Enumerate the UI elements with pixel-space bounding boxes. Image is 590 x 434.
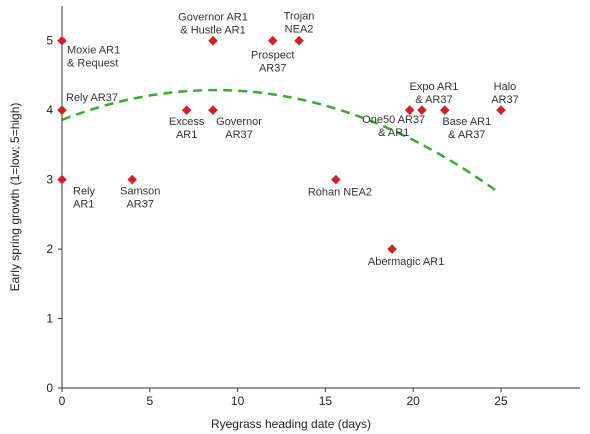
data-point-label-line: AR1 [176,129,197,141]
data-point-label-line: AR37 [491,94,519,106]
data-point-marker [208,35,218,46]
data-point-label-line: AR1 [73,199,94,211]
data-point-label-line: Expo AR1 [410,81,459,93]
data-point-label-line: Moxie AR1 [67,45,120,57]
data-point-label: Governor AR1 & Hustle AR1 [178,12,248,37]
data-point-label-line: Prospect [251,50,294,62]
data-point-marker [439,105,450,115]
data-point-label-line: Rohan NEA2 [308,187,372,199]
data-point-label-line: Rely AR37 [66,92,118,104]
data-point-label-line: Rely [73,186,96,198]
data-point-label-line: Samson [120,186,160,198]
data-point-label: Expo AR1 & AR37 [410,81,459,106]
y-tick-label: 0 [46,381,53,395]
x-axis-title: Ryegrass heading date (days) [211,417,371,431]
data-point-label: Prospect AR37 [251,50,294,75]
y-tick-label: 3 [46,173,53,187]
x-tick-label: 25 [494,394,508,408]
trend-layer [61,88,499,193]
y-tick-label: 2 [46,242,53,256]
data-point-label: Governor AR37 [216,116,262,141]
axes [61,6,580,389]
x-tick-label: 5 [146,394,153,408]
y-axis-title: Early spring growth (1=low; 5=high) [8,103,22,292]
data-point-label-line: Excess [169,116,205,128]
data-point-label: Rely AR1 [73,186,96,211]
data-point-label-line: Governor AR1 [178,12,248,24]
data-point-label: Excess AR1 [169,116,205,141]
data-point-label-line: Abermagic AR1 [368,256,444,268]
data-point-label-line: Governor [216,116,262,128]
data-point-label: Samson AR37 [120,186,160,211]
data-point-label-line: & AR37 [415,94,452,106]
data-point-label-line: & Request [67,58,118,70]
data-point-marker [267,35,278,46]
data-point-marker [417,105,427,115]
data-point-label: Base AR1 & AR37 [442,116,491,141]
y-tick-label: 4 [46,103,53,117]
data-point-marker [404,105,415,115]
data-point-marker [127,174,138,185]
data-point-label-line: Trojan [284,11,315,23]
data-point-label: Abermagic AR1 [368,256,444,268]
data-point-marker [331,174,341,185]
data-point-label-line: AR37 [126,199,154,211]
data-point-marker [57,35,67,46]
trend-line [61,88,499,193]
data-point-marker [496,105,506,115]
data-point-label-line: NEA2 [285,24,314,36]
data-point-label: One50 AR37 & AR1 [362,114,425,139]
data-point-label: Rohan NEA2 [308,187,372,199]
data-point-label-line: & AR37 [448,129,485,141]
x-tick-label: 20 [407,394,421,408]
data-point-label: Rely AR37 [66,92,118,104]
data-point-marker [294,35,304,46]
data-point-label: Halo AR37 [491,81,519,106]
data-point-label-line: One50 AR37 [362,114,425,126]
data-point-label-line: AR37 [259,63,287,75]
data-point-marker [387,244,397,254]
y-tick-label: 1 [46,312,53,326]
data-point-label-line: Base AR1 [442,116,491,128]
data-point-label-line: AR37 [225,129,253,141]
data-point-label-line: & AR1 [378,127,409,139]
data-point-marker [57,174,67,185]
x-tick-label: 0 [59,394,66,408]
data-point-label: Moxie AR1 & Request [67,45,120,70]
y-tick-label: 5 [46,34,53,48]
x-tick-label: 15 [319,394,333,408]
x-tick-label: 10 [231,394,245,408]
data-point-label-line: Halo [494,81,517,93]
data-point-label-line: & Hustle AR1 [180,25,245,37]
data-points [57,35,506,254]
data-point-marker [181,105,192,115]
data-point-marker [57,105,67,115]
data-point-marker [208,105,218,115]
data-point-label: Trojan NEA2 [284,11,315,36]
